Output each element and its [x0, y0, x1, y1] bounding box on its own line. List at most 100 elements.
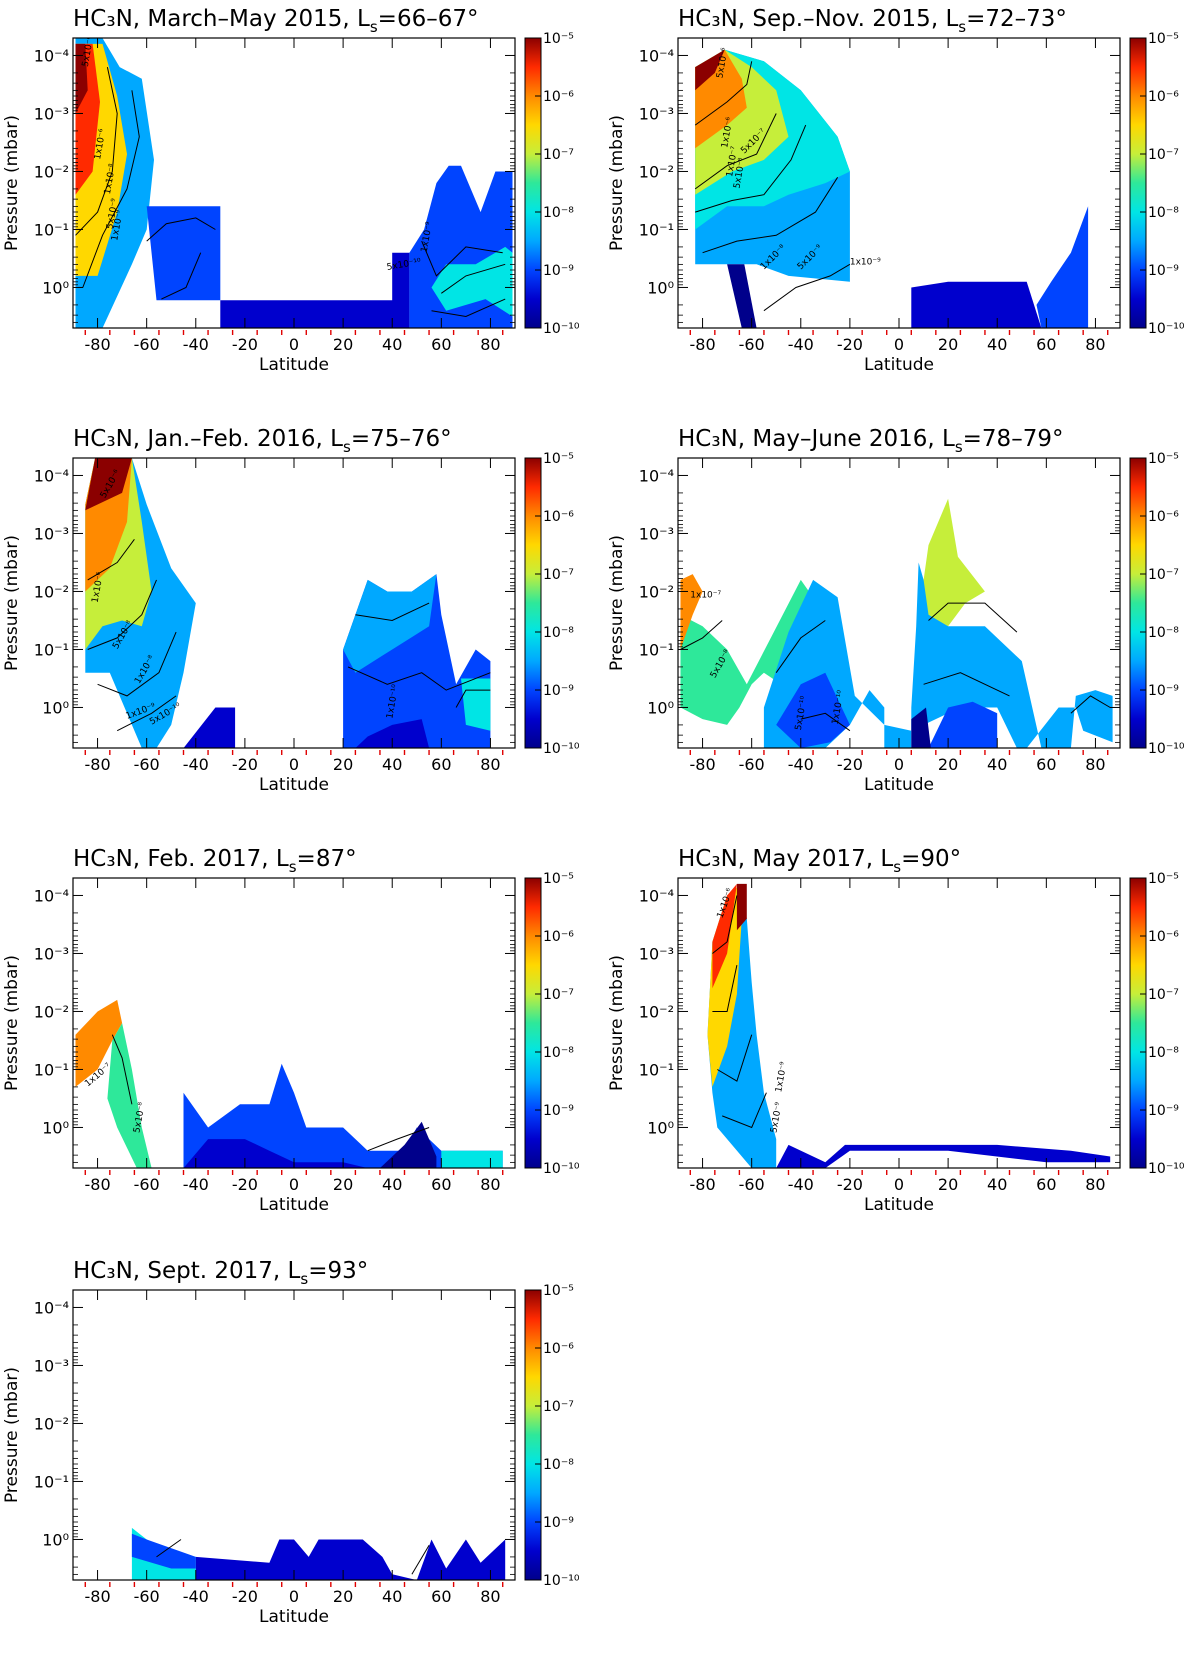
- panel-title: HC₃N, May–June 2016, Ls=78–79°: [678, 426, 1063, 456]
- x-tick-label: 20: [333, 1175, 353, 1194]
- contour-line: [411, 1545, 430, 1575]
- y-axis-title: Pressure (mbar): [2, 1367, 22, 1503]
- colorbar-tick-label: 10⁻⁸: [1148, 1045, 1179, 1061]
- x-tick-label: 60: [1036, 755, 1056, 774]
- x-tick-label: 20: [938, 755, 958, 774]
- x-tick-label: -20: [232, 335, 258, 354]
- colorbar-tick-label: 10⁻⁸: [543, 625, 574, 641]
- colorbar: [1129, 877, 1147, 1169]
- contour-line: [775, 620, 826, 673]
- x-tick-label: 20: [938, 335, 958, 354]
- y-tick-label: 10⁻³: [34, 944, 69, 963]
- title-main: HC₃N, Sept. 2017, L: [73, 1258, 301, 1284]
- contour-line: [87, 539, 135, 581]
- x-tick-label: -40: [183, 335, 209, 354]
- y-tick-label: 10⁻³: [639, 104, 674, 123]
- x-tick-label: 80: [480, 755, 500, 774]
- contour-line: [1070, 695, 1111, 714]
- colorbar: [1129, 457, 1147, 749]
- contour-line: [111, 1034, 133, 1105]
- filled-region: [107, 1023, 152, 1168]
- colorbar-tick-label: 10⁻⁹: [1148, 263, 1179, 279]
- x-axis-title: Latitude: [864, 1195, 934, 1215]
- y-tick-label: 10⁻⁴: [34, 46, 69, 65]
- x-tick-label: -60: [134, 1175, 160, 1194]
- contour-line: [116, 695, 177, 732]
- x-tick-label: 0: [289, 755, 299, 774]
- y-tick-label: 10⁰: [647, 1118, 674, 1137]
- colorbar: [524, 1289, 542, 1581]
- colorbar-tick-label: 10⁻¹⁰: [543, 321, 580, 337]
- title-subscript: s: [300, 1270, 308, 1288]
- contour-line: [928, 602, 1018, 633]
- y-tick-label: 10⁰: [42, 1530, 69, 1549]
- y-tick-label: 10⁻¹: [34, 220, 69, 239]
- contour-line: [367, 1127, 430, 1152]
- x-axis-title: Latitude: [259, 775, 329, 795]
- x-tick-label: -80: [84, 755, 110, 774]
- y-tick-label: 10⁻³: [34, 524, 69, 543]
- x-tick-label: 20: [333, 335, 353, 354]
- contour-line: [421, 240, 503, 277]
- x-tick-label: 80: [480, 335, 500, 354]
- contour-line: [355, 602, 430, 622]
- x-tick-label: -40: [788, 1175, 814, 1194]
- colorbar-tick-label: 10⁻⁵: [543, 451, 574, 467]
- panel-title: HC₃N, March–May 2015, Ls=66–67°: [73, 6, 478, 36]
- contour-line: [347, 666, 491, 691]
- x-tick-label: 40: [987, 755, 1007, 774]
- x-tick-label: -80: [689, 755, 715, 774]
- colorbar-tick-label: 10⁻⁶: [1148, 929, 1179, 945]
- contour-line: [146, 217, 216, 242]
- contour-label: 1x10⁻⁷: [690, 590, 721, 600]
- y-axis-title: Pressure (mbar): [607, 535, 627, 671]
- y-axis-title: Pressure (mbar): [2, 955, 22, 1091]
- colorbar-tick-label: 10⁻⁹: [543, 263, 574, 279]
- title-main: HC₃N, May–June 2016, L: [678, 426, 955, 452]
- contour-line: [694, 113, 777, 190]
- filled-region: [183, 707, 236, 748]
- x-tick-label: -60: [739, 755, 765, 774]
- x-tick-label: 60: [1036, 1175, 1056, 1194]
- x-axis-title: Latitude: [864, 355, 934, 375]
- x-tick-label: 0: [894, 1175, 904, 1194]
- colorbar-tick-label: 10⁻¹⁰: [1148, 741, 1185, 757]
- x-tick-label: 40: [382, 755, 402, 774]
- x-tick-label: 60: [431, 755, 451, 774]
- panel-title: HC₃N, Sept. 2017, Ls=93°: [73, 1258, 368, 1288]
- x-axis-title: Latitude: [259, 1607, 329, 1627]
- y-tick-label: 10⁻³: [639, 524, 674, 543]
- x-tick-label: -60: [134, 1587, 160, 1606]
- contour-line: [712, 964, 738, 1012]
- title-subscript: s: [289, 858, 297, 876]
- filled-region: [911, 281, 1042, 328]
- contour-line: [431, 298, 506, 318]
- y-tick-label: 10⁻⁴: [34, 886, 69, 905]
- x-tick-label: -40: [183, 1587, 209, 1606]
- x-tick-label: 60: [1036, 335, 1056, 354]
- filled-region: [85, 458, 132, 511]
- y-axis-title: Pressure (mbar): [607, 955, 627, 1091]
- title-main: HC₃N, Feb. 2017, L: [73, 846, 289, 872]
- x-tick-label: -40: [788, 335, 814, 354]
- y-tick-label: 10⁻²: [639, 582, 674, 601]
- y-tick-label: 10⁻¹: [639, 1060, 674, 1079]
- x-tick-label: -80: [84, 335, 110, 354]
- x-tick-label: 40: [382, 1587, 402, 1606]
- filled-region: [380, 1121, 437, 1168]
- plot-frame: [677, 457, 1121, 749]
- colorbar-tick-label: 10⁻⁷: [1148, 147, 1179, 163]
- colorbar-tick-label: 10⁻⁸: [1148, 205, 1179, 221]
- x-tick-label: -80: [84, 1587, 110, 1606]
- y-tick-label: 10⁻²: [639, 1002, 674, 1021]
- contour-line: [800, 712, 851, 732]
- panel-3: HC₃N, Jan.–Feb. 2016, Ls=75–76°5x10⁻⁶1x1…: [2, 426, 580, 795]
- colorbar: [1129, 37, 1147, 329]
- colorbar-tick-label: 10⁻⁷: [543, 1399, 574, 1415]
- y-tick-label: 10⁻¹: [34, 640, 69, 659]
- contour-line: [75, 66, 118, 236]
- x-tick-label: 0: [894, 755, 904, 774]
